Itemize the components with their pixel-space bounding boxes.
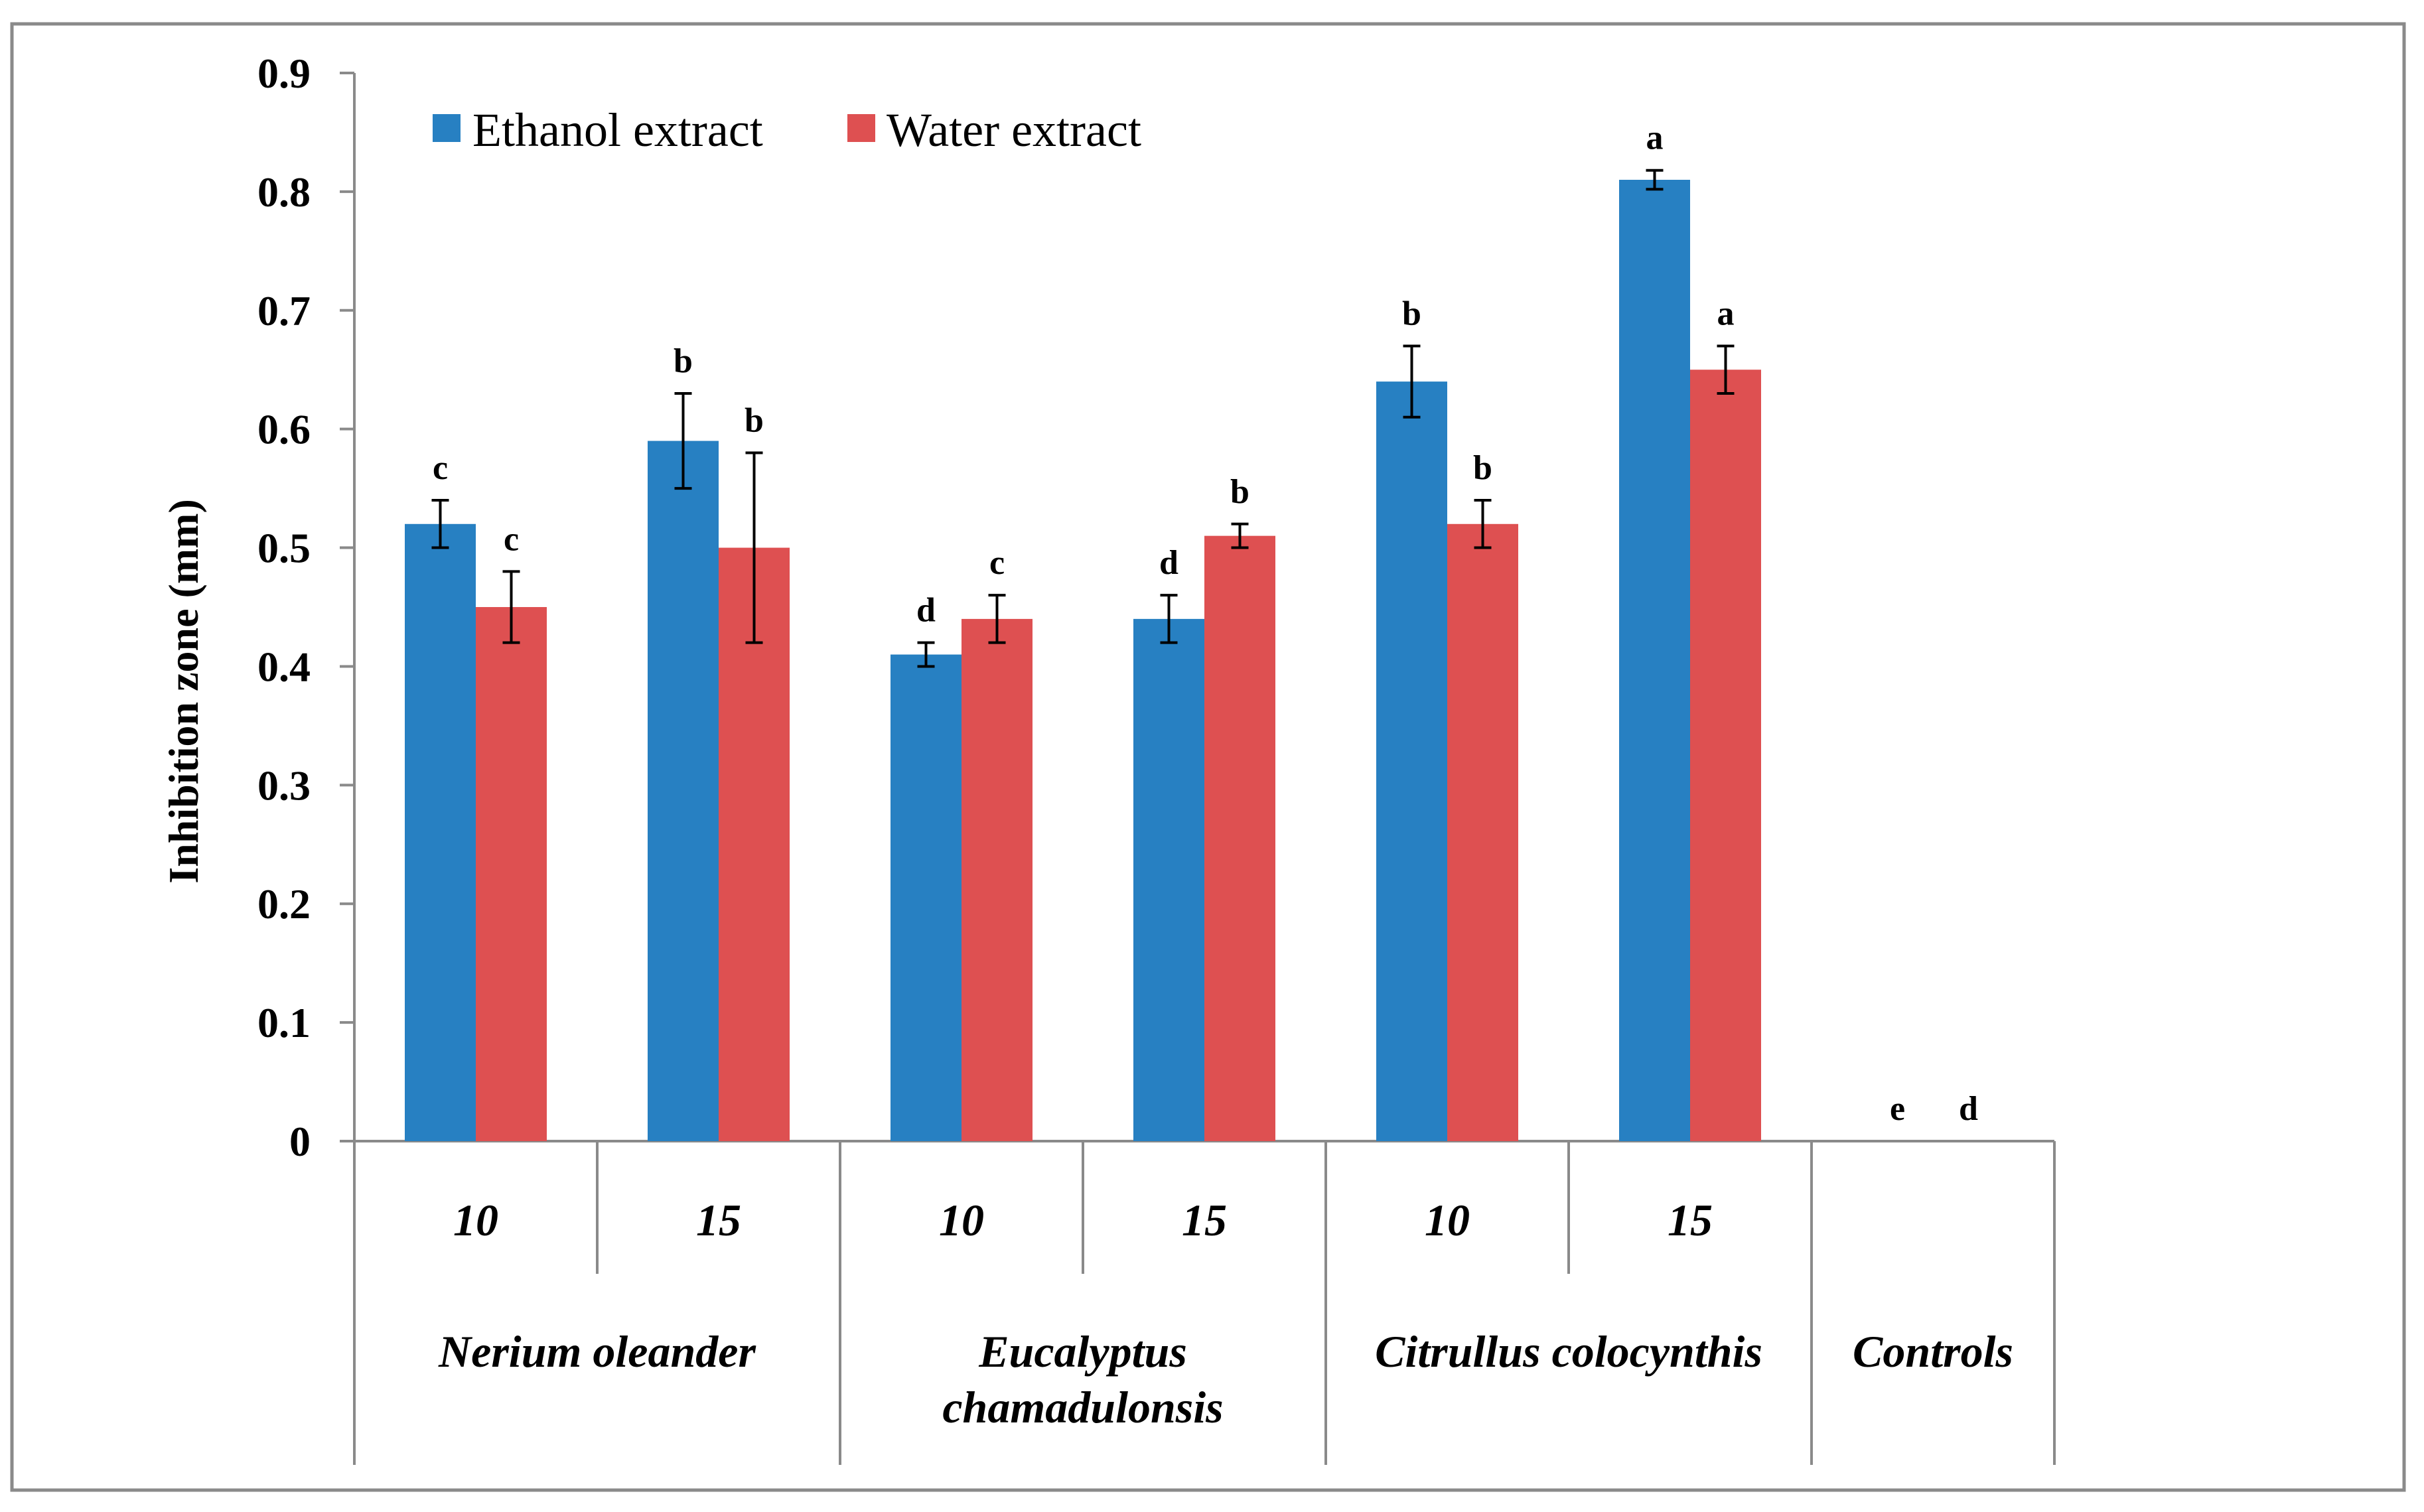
y-tick-label: 0 bbox=[289, 1118, 311, 1165]
group-label: Citrullus colocynthis bbox=[1375, 1326, 1762, 1377]
group-label: Controls bbox=[1853, 1326, 2013, 1377]
y-tick-label: 0.7 bbox=[257, 287, 311, 334]
significance-letter: c bbox=[989, 544, 1005, 582]
y-tick-label: 0.5 bbox=[257, 525, 311, 572]
bar-ethanol bbox=[891, 654, 962, 1141]
subcategory-label: 15 bbox=[696, 1195, 741, 1245]
y-tick-label: 0.3 bbox=[257, 762, 311, 809]
significance-letter: e bbox=[1890, 1090, 1905, 1128]
bar-water bbox=[1204, 535, 1275, 1141]
group-label-line: chamadulonsis bbox=[942, 1382, 1223, 1432]
significance-letter: c bbox=[504, 520, 519, 558]
group-label: Eucalyptus chamadulonsis bbox=[942, 1326, 1223, 1432]
category-axis-labels: 10 15 10 15 10 15 Nerium oleander Eucalyptus cha… bbox=[438, 1195, 2013, 1432]
group-label: Nerium oleander bbox=[438, 1326, 756, 1377]
significance-letter: b bbox=[1230, 473, 1249, 511]
y-axis-title: Inhibition zone (mm) bbox=[160, 499, 207, 884]
legend: Ethanol extract Water extract bbox=[433, 103, 1141, 157]
y-tick-label: 0.8 bbox=[257, 169, 311, 216]
bar-ethanol bbox=[1619, 180, 1690, 1141]
legend-swatch-ethanol bbox=[433, 114, 461, 142]
significance-letter: c bbox=[433, 449, 448, 487]
bar-ethanol bbox=[1376, 381, 1447, 1141]
y-tick-label: 0.4 bbox=[257, 643, 311, 690]
subcategory-label: 10 bbox=[1425, 1195, 1470, 1245]
bar-water bbox=[719, 547, 790, 1141]
significance-letter: d bbox=[1159, 544, 1178, 582]
subcategory-label: 15 bbox=[1182, 1195, 1227, 1245]
significance-letter: d bbox=[916, 592, 936, 630]
legend-label: Ethanol extract bbox=[472, 103, 763, 157]
error-bars bbox=[431, 169, 1735, 668]
subcategory-label: 10 bbox=[453, 1195, 498, 1245]
bar-water bbox=[476, 607, 547, 1141]
significance-letter: a bbox=[1717, 295, 1735, 332]
bar-ethanol bbox=[1133, 618, 1204, 1141]
significance-letter: b bbox=[1473, 449, 1492, 487]
bar-ethanol bbox=[648, 441, 719, 1141]
bar-water bbox=[1690, 370, 1761, 1142]
group-label-line: Eucalyptus bbox=[978, 1326, 1187, 1377]
y-tick-label: 0.9 bbox=[257, 50, 311, 97]
legend-swatch-water bbox=[847, 114, 875, 142]
significance-letters: c b d d b a e c b c b b a d bbox=[433, 119, 1978, 1128]
subcategory-label: 15 bbox=[1668, 1195, 1713, 1245]
legend-label: Water extract bbox=[887, 103, 1141, 157]
y-tick-label: 0.6 bbox=[257, 406, 311, 453]
bars bbox=[405, 180, 1761, 1142]
y-tick-label: 0.2 bbox=[257, 880, 311, 928]
y-tick-label: 0.1 bbox=[257, 999, 311, 1046]
significance-letter: b bbox=[1402, 295, 1421, 332]
significance-letter: d bbox=[1959, 1090, 1978, 1128]
significance-letter: b bbox=[674, 342, 693, 380]
significance-letter: b bbox=[745, 401, 764, 439]
significance-letter: a bbox=[1646, 119, 1664, 157]
subcategory-label: 10 bbox=[939, 1195, 984, 1245]
bar-water bbox=[962, 618, 1033, 1141]
bar-water bbox=[1447, 523, 1518, 1141]
bar-ethanol bbox=[405, 523, 476, 1141]
